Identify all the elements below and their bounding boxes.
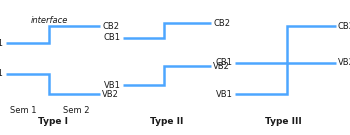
- Text: CB2: CB2: [102, 22, 119, 31]
- Text: Sem 1: Sem 1: [10, 106, 37, 115]
- Text: CB1: CB1: [216, 58, 233, 67]
- Text: CB1: CB1: [0, 39, 4, 48]
- Text: VB1: VB1: [104, 81, 120, 90]
- Text: CB2: CB2: [338, 22, 350, 31]
- Text: VB2: VB2: [213, 62, 230, 70]
- Text: Type III: Type III: [265, 117, 302, 126]
- Text: VB2: VB2: [102, 90, 119, 99]
- Text: interface: interface: [30, 16, 68, 25]
- Text: Type II: Type II: [150, 117, 183, 126]
- Text: VB1: VB1: [0, 69, 4, 78]
- Text: Type I: Type I: [38, 117, 68, 126]
- Text: VB1: VB1: [216, 90, 233, 99]
- Text: CB2: CB2: [213, 18, 230, 28]
- Text: VB2: VB2: [338, 58, 350, 67]
- Text: Sem 2: Sem 2: [63, 106, 90, 115]
- Text: CB1: CB1: [104, 33, 120, 42]
